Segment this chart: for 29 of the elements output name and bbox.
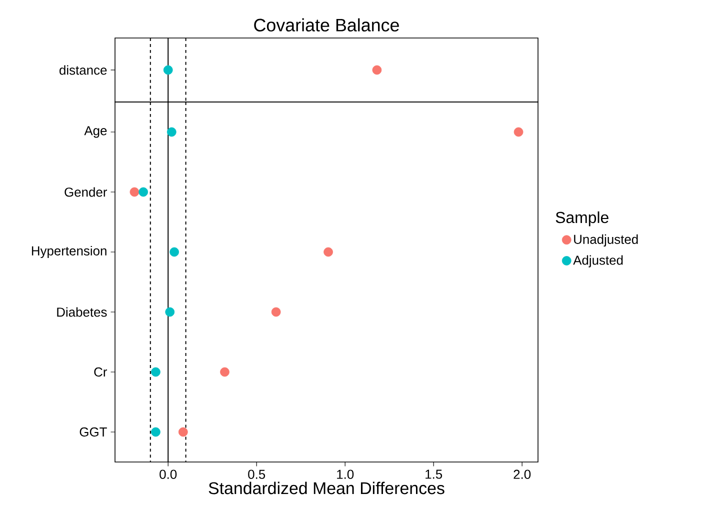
y-tick-label: Hypertension <box>32 246 106 258</box>
y-tick-label: Cr <box>94 367 108 377</box>
y-tick-label: Diabetes <box>57 307 107 317</box>
x-tick-label: 2.0 <box>514 470 531 479</box>
point <box>151 367 160 377</box>
point <box>271 307 281 317</box>
legend-label: Adjusted <box>573 255 623 268</box>
y-tick-label: Age <box>84 126 107 138</box>
point <box>178 427 188 437</box>
point <box>138 187 148 197</box>
point <box>324 247 333 257</box>
x-tick-label: 1.0 <box>337 470 354 479</box>
y-tick-label: distance <box>60 65 107 75</box>
x-axis-title: Standardized Mean Differences <box>208 482 444 494</box>
chart-title: Covariate Balance <box>254 18 399 32</box>
legend-label: Unadjusted <box>574 234 638 247</box>
y-tick-label: GGT <box>80 427 107 437</box>
point <box>130 187 140 197</box>
y-tick-label: Gender <box>64 187 108 197</box>
point <box>514 127 524 137</box>
x-tick-label: 0.0 <box>160 470 177 479</box>
point <box>151 427 160 437</box>
point <box>165 307 175 317</box>
point <box>170 247 179 257</box>
legend-title: Sample <box>556 211 608 226</box>
point <box>166 127 176 137</box>
x-tick-label: 0.5 <box>248 470 266 479</box>
point <box>220 367 230 377</box>
x-tick-label: 1.5 <box>426 470 442 479</box>
